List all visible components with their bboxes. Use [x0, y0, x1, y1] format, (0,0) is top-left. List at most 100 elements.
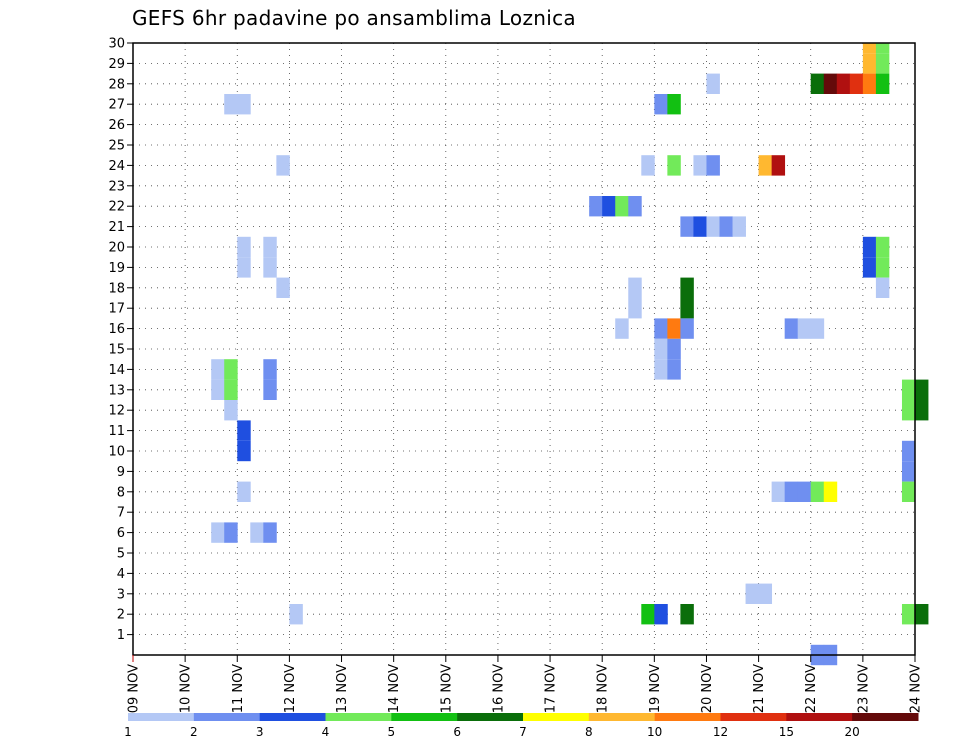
heatmap-cell — [667, 338, 681, 360]
heatmap-cell — [667, 94, 681, 115]
heatmap-cell — [836, 73, 851, 94]
heatmap-cell — [784, 481, 799, 502]
y-tick-label: 10 — [108, 445, 125, 460]
y-tick-label: 23 — [108, 179, 125, 194]
heatmap-cell — [915, 604, 929, 625]
heatmap-cell — [224, 94, 238, 115]
legend-swatch — [128, 713, 195, 721]
heatmap-cell — [849, 73, 864, 94]
heatmap-cell — [862, 43, 877, 54]
heatmap-cell — [211, 522, 225, 543]
y-axis: 1234567891011121314151617181920212223242… — [108, 37, 133, 643]
grid — [133, 43, 915, 655]
y-tick-label: 3 — [117, 587, 125, 602]
x-tick-label: 22 NOV — [804, 664, 819, 713]
heatmap-cell — [667, 155, 681, 176]
heatmap-cell — [875, 257, 890, 278]
legend-label: 1 — [124, 725, 132, 739]
y-tick-label: 25 — [108, 139, 125, 154]
heatmap-cell — [901, 400, 916, 421]
heatmap-cell — [654, 318, 668, 339]
legend-swatch — [325, 713, 392, 721]
legend-swatch — [193, 713, 261, 721]
y-tick-label: 11 — [108, 424, 125, 439]
y-tick-label: 4 — [117, 567, 125, 582]
color-legend: 1 2 3 4 5 6 7 8 10 12 15 20 — [124, 713, 919, 739]
heatmap-cell — [862, 53, 877, 74]
x-tick-label: 17 NOV — [544, 664, 559, 713]
heatmap-cell — [224, 400, 238, 421]
x-tick-label: 10 NOV — [179, 664, 194, 713]
y-tick-label: 15 — [108, 343, 125, 358]
heatmap-cell — [915, 400, 929, 421]
heatmap-cell — [758, 155, 773, 176]
heatmap-cell — [654, 338, 668, 360]
legend-label: 10 — [647, 725, 662, 739]
heatmap-cell — [237, 236, 251, 258]
heatmap-cell — [602, 196, 616, 217]
y-tick-label: 21 — [108, 220, 125, 235]
heatmap-cell — [654, 94, 668, 115]
heatmap-cell — [719, 216, 733, 237]
heatmap-cell — [810, 318, 825, 339]
y-tick-label: 22 — [108, 200, 125, 215]
heatmap-cell — [901, 481, 916, 502]
legend-swatch — [720, 713, 787, 721]
heatmap-cell — [745, 583, 759, 604]
heatmap-cell — [276, 155, 290, 176]
x-tick-label: 13 NOV — [335, 664, 350, 713]
legend-label: 4 — [322, 725, 330, 739]
heatmap-cell — [680, 604, 694, 625]
heatmap-cell — [237, 481, 251, 502]
x-tick-label: 15 NOV — [439, 664, 454, 713]
heatmap-cell — [237, 420, 251, 441]
heatmap-cell — [628, 277, 642, 298]
heatmap-cell — [901, 379, 916, 400]
legend-swatch — [523, 713, 590, 721]
heatmap-cell — [862, 73, 877, 94]
heatmap-cell — [615, 318, 629, 339]
y-tick-label: 28 — [108, 77, 125, 92]
heatmap-cell — [680, 216, 694, 237]
x-tick-label: 19 NOV — [648, 664, 663, 713]
heatmap-cell — [875, 73, 890, 94]
heatmap-cell — [224, 379, 238, 400]
heatmap-cell — [693, 216, 707, 237]
y-tick-label: 8 — [117, 485, 125, 500]
x-axis: 09 NOV 10 NOV 11 NOV 12 NOV 13 NOV 14 NOV 15 N… — [127, 655, 924, 713]
x-tick-label: 09 NOV — [127, 664, 142, 713]
y-tick-label: 16 — [108, 322, 125, 337]
legend-label: 3 — [256, 725, 264, 739]
heatmap-cell — [823, 73, 838, 94]
y-tick-label: 30 — [108, 37, 125, 52]
heatmap-cell — [224, 522, 238, 543]
heatmap-cell — [276, 277, 290, 298]
x-tick-label: 16 NOV — [491, 664, 506, 713]
y-tick-label: 14 — [108, 363, 125, 378]
legend-label: 8 — [585, 725, 593, 739]
x-tick-label: 11 NOV — [231, 664, 246, 713]
y-tick-label: 6 — [117, 526, 125, 541]
heatmap-cell — [667, 318, 681, 339]
heatmap-cell — [680, 277, 694, 298]
y-tick-label: 13 — [108, 383, 125, 398]
legend-label: 15 — [779, 725, 794, 739]
heatmap-cell — [875, 53, 890, 74]
heatmap-cell — [706, 216, 720, 237]
legend-label: 7 — [519, 725, 527, 739]
heatmap-cell — [263, 236, 277, 258]
x-tick-label: 23 NOV — [856, 664, 871, 713]
x-tick-label: 18 NOV — [596, 664, 611, 713]
heatmap-cell — [771, 481, 786, 502]
y-tick-label: 2 — [117, 608, 125, 623]
heatmap-cell — [628, 196, 642, 217]
heatmap-cell — [641, 604, 655, 625]
legend-label: 2 — [190, 725, 198, 739]
y-tick-label: 20 — [108, 241, 125, 256]
heatmap-cell — [901, 461, 916, 482]
heatmap-cell — [211, 379, 225, 400]
heatmap-cell — [784, 318, 799, 339]
heatmap-cell — [823, 481, 838, 502]
heatmap-cell — [771, 155, 786, 176]
